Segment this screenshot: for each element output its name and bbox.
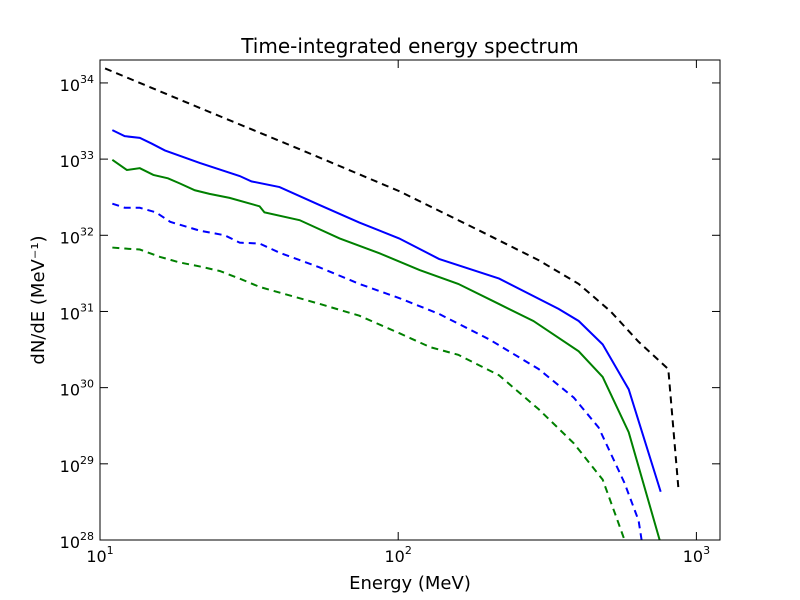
y-tick-label: 1032 — [60, 225, 94, 247]
y-tick-label: 1034 — [60, 73, 94, 95]
y-tick-label: 1028 — [60, 530, 94, 552]
y-tick-label: 1033 — [60, 149, 94, 171]
x-tick-label: 103 — [683, 544, 710, 566]
y-tick-label: 1031 — [60, 301, 94, 323]
x-tick-label: 101 — [86, 544, 113, 566]
data-line — [112, 202, 643, 540]
data-line — [112, 246, 626, 540]
y-tick-label: 1029 — [60, 454, 94, 476]
x-axis-label: Energy (MeV) — [349, 573, 471, 594]
data-line — [111, 158, 661, 540]
y-axis-label: dN/dE (MeV⁻¹) — [28, 235, 49, 364]
plot-lines — [104, 67, 680, 540]
y-tick-label: 1030 — [60, 378, 94, 400]
axes-frame — [99, 59, 721, 541]
data-line — [111, 129, 662, 493]
chart-title: Time-integrated energy spectrum — [240, 34, 579, 58]
data-line — [104, 67, 680, 490]
x-tick-label: 102 — [385, 544, 412, 566]
